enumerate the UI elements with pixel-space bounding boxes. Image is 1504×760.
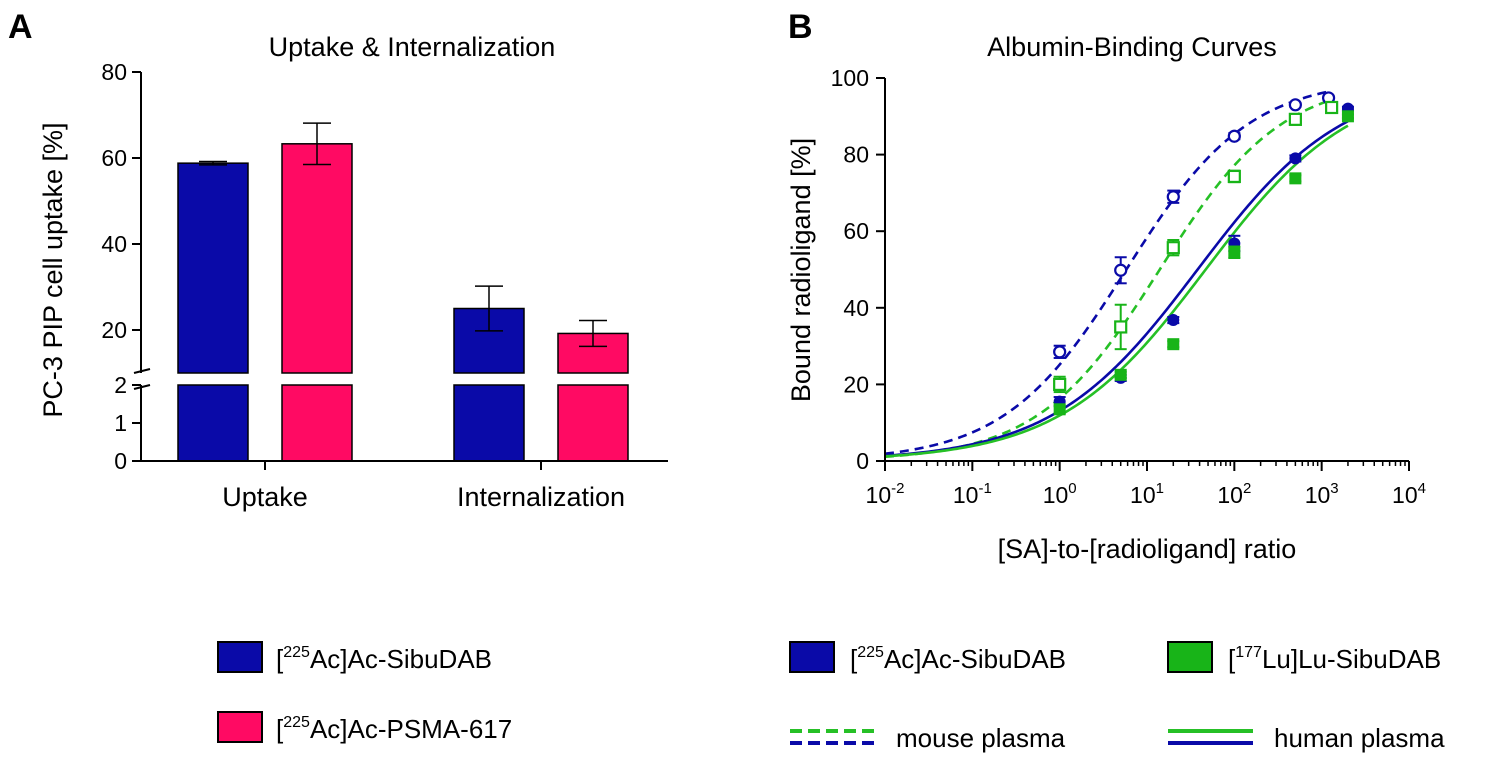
data-point-s1-4	[1288, 112, 1302, 126]
legend-label-lu-sibudab: [177Lu]Lu-SibuDAB	[1228, 644, 1441, 674]
legend-label-mouse-plasma: mouse plasma	[896, 723, 1066, 753]
data-point-s0-2	[1166, 190, 1180, 204]
data-point-s3-3	[1228, 246, 1241, 259]
panel-b-legend: [225Ac]Ac-SibuDAB [177Lu]Lu-SibuDAB mous…	[789, 641, 1445, 753]
legend-label-psma617: [225Ac]Ac-PSMA-617	[276, 714, 512, 744]
axis-break-mark-upper	[133, 368, 151, 374]
legend-label-sibudab: [225Ac]Ac-SibuDAB	[276, 644, 492, 674]
data-point-s1-0	[1053, 377, 1067, 391]
bar-lower-s1-c1	[557, 384, 629, 462]
legend-b-item-ac: [225Ac]Ac-SibuDAB	[789, 641, 1066, 674]
b-y-tick-label-60: 60	[843, 218, 869, 244]
b-x-tick-label-4: 102	[1217, 480, 1251, 508]
panel-b-x-ticks: 10-2 10-1 100 101 102 103 104	[866, 461, 1426, 508]
y-tick-label-1: 1	[114, 410, 127, 436]
b-x-tick-label-1: 10-1	[953, 480, 992, 508]
y-tick-label-40: 40	[101, 231, 127, 257]
legend-a-item-psma617: [225Ac]Ac-PSMA-617	[217, 711, 512, 744]
panel-a-y-axis-label: PC-3 PIP cell uptake [%]	[38, 122, 68, 417]
b-y-tick-label-20: 20	[843, 371, 869, 397]
panel-b-title: Albumin-Binding Curves	[987, 32, 1277, 62]
bar-lower-s0-c0	[177, 384, 249, 462]
legend-label-human-plasma: human plasma	[1274, 723, 1445, 753]
data-point-s3-0	[1053, 403, 1066, 416]
data-point-s1-2	[1166, 241, 1180, 255]
y-tick-label-0: 0	[114, 448, 127, 474]
panel-a-y-ticks: 0 1 2 20 40 60 80	[101, 59, 141, 474]
data-point-s2-4	[1289, 152, 1302, 165]
panel-b-letter: B	[788, 8, 813, 46]
data-point-s0-0	[1053, 345, 1067, 359]
fit-curve-2	[884, 120, 1349, 458]
b-x-tick-label-2: 100	[1043, 480, 1077, 508]
legend-b-item-mouse-plasma: mouse plasma	[790, 723, 1066, 753]
legend-a-item-sibudab: [225Ac]Ac-SibuDAB	[217, 641, 492, 674]
data-point-s0-3	[1227, 129, 1241, 143]
panel-a-letter: A	[8, 8, 33, 46]
legend-b-item-human-plasma: human plasma	[1168, 723, 1445, 753]
data-point-s0-1	[1114, 263, 1128, 277]
b-x-tick-label-5: 103	[1305, 480, 1339, 508]
bar-upper-s1-c0	[281, 143, 353, 374]
b-y-tick-label-40: 40	[843, 295, 869, 321]
data-point-s3-5	[1341, 110, 1354, 123]
y-tick-label-60: 60	[101, 145, 127, 171]
y-tick-label-2: 2	[114, 372, 127, 398]
legend-swatch-sibudab	[217, 641, 263, 673]
axis-break-mark-lower	[133, 384, 151, 390]
bar-upper-s0-c0	[177, 162, 249, 374]
data-point-s1-3	[1227, 169, 1241, 184]
data-point-s0-4	[1288, 98, 1302, 112]
data-point-s2-2	[1167, 314, 1180, 327]
panel-a-title: Uptake & Internalization	[269, 32, 556, 62]
panel-a-bars	[177, 122, 629, 462]
data-point-s1-1	[1114, 320, 1128, 334]
b-x-tick-label-3: 101	[1130, 480, 1164, 508]
data-point-s1-5	[1325, 100, 1339, 115]
b-x-tick-label-0: 10-2	[866, 480, 905, 508]
fit-curve-0	[884, 90, 1329, 456]
b-y-tick-label-80: 80	[843, 142, 869, 168]
legend-swatch-lu-sibudab	[1167, 641, 1213, 673]
legend-b-item-lu: [177Lu]Lu-SibuDAB	[1167, 641, 1441, 674]
panel-b-data-points	[1053, 91, 1354, 416]
panel-b-y-ticks: 0 20 40 60 80 100	[831, 65, 885, 474]
fit-curve-3	[884, 124, 1349, 458]
b-y-tick-label-0: 0	[856, 448, 869, 474]
b-y-tick-label-100: 100	[831, 65, 869, 91]
bar-lower-s1-c0	[281, 384, 353, 462]
legend-label-ac-sibudab: [225Ac]Ac-SibuDAB	[850, 644, 1066, 674]
panel-b-y-axis-label: Bound radioligand [%]	[786, 138, 816, 402]
bar-lower-s0-c1	[453, 384, 525, 462]
data-point-s3-1	[1114, 368, 1127, 381]
panel-a-axes	[133, 72, 668, 470]
y-tick-label-20: 20	[101, 317, 127, 343]
data-point-s3-4	[1289, 172, 1302, 185]
data-point-s3-2	[1167, 338, 1180, 351]
legend-swatch-ac-sibudab	[789, 641, 835, 673]
legend-swatch-psma617	[217, 711, 263, 743]
x-label-uptake: Uptake	[222, 482, 308, 512]
panel-b-x-axis-label: [SA]-to-[radioligand] ratio	[998, 534, 1297, 564]
b-x-tick-label-6: 104	[1392, 480, 1426, 508]
panel-a-legend: [225Ac]Ac-SibuDAB [225Ac]Ac-PSMA-617	[217, 641, 512, 744]
y-tick-label-80: 80	[101, 59, 127, 85]
fit-curve-1	[884, 98, 1333, 459]
x-label-internalization: Internalization	[457, 482, 625, 512]
